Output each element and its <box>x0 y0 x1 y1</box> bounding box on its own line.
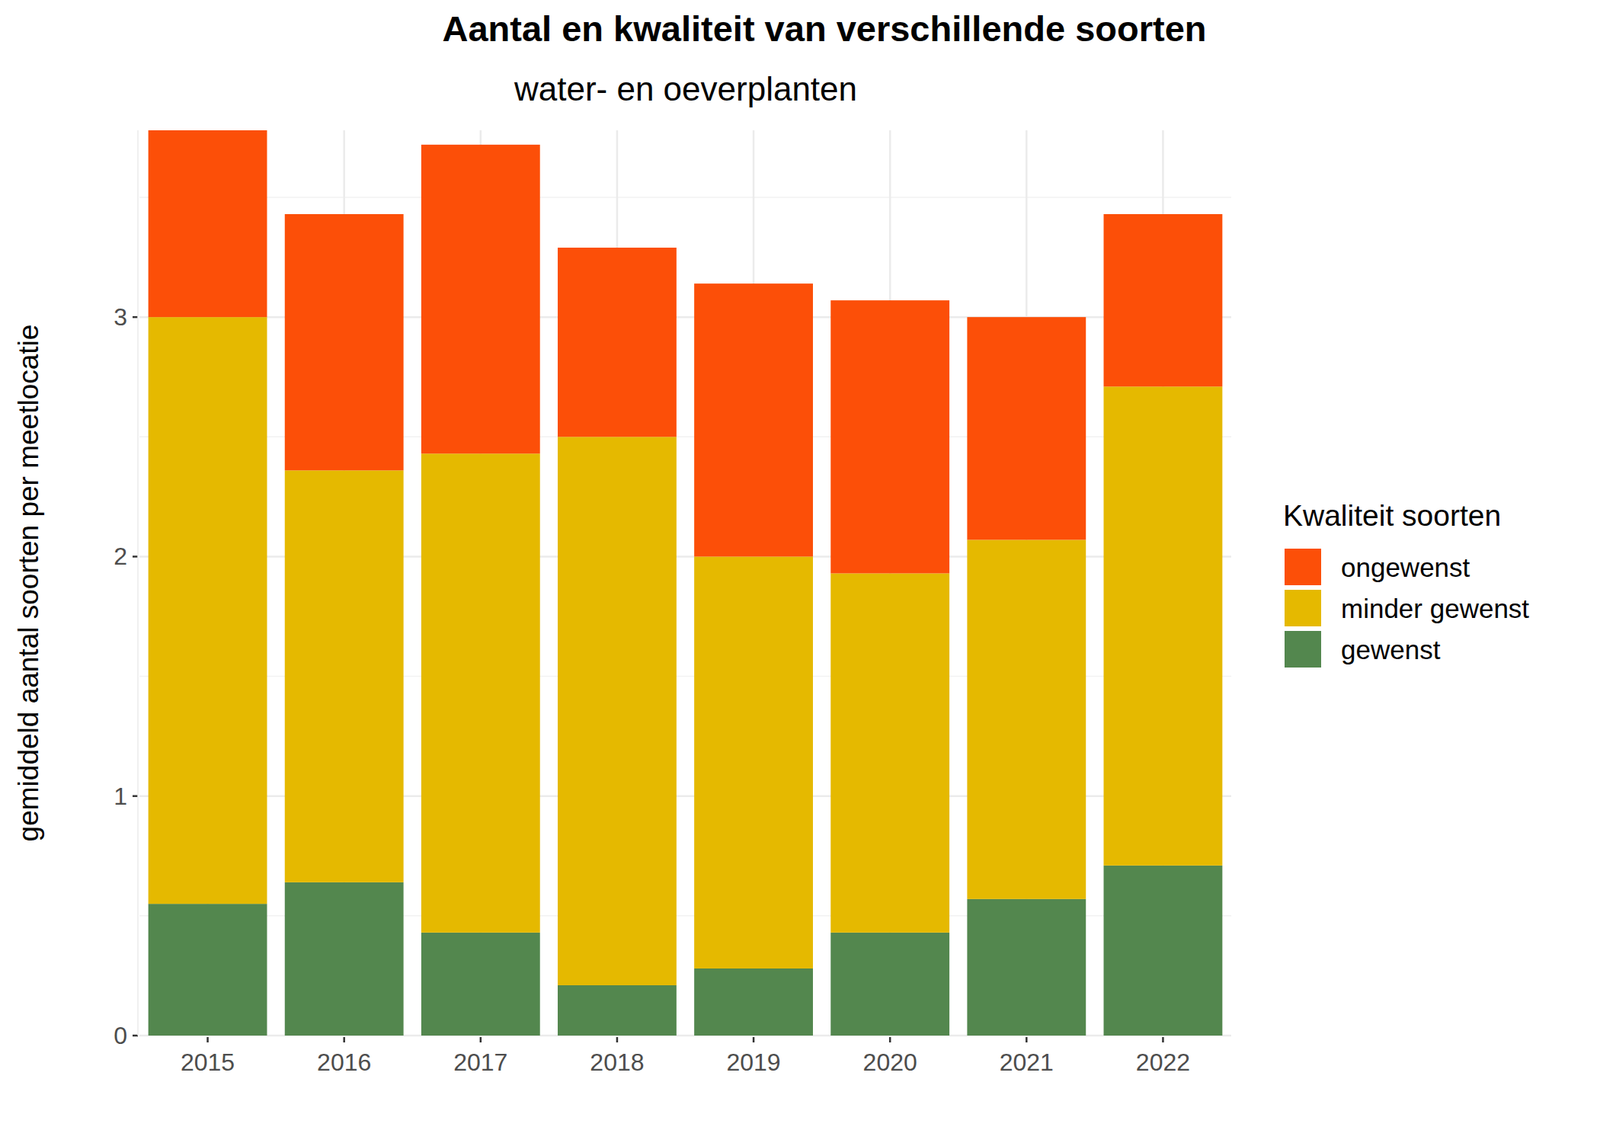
y-tick <box>132 1034 138 1037</box>
legend-title: Kwaliteit soorten <box>1283 499 1501 532</box>
x-tick <box>1025 1036 1028 1043</box>
x-tick-label: 2021 <box>999 1048 1054 1076</box>
y-axis-label: gemiddeld aantal soorten per meetlocatie <box>12 324 45 842</box>
bar-segment <box>966 899 1086 1036</box>
x-tick-label: 2018 <box>589 1048 644 1076</box>
y-tick <box>132 555 138 558</box>
x-tick-label: 2020 <box>863 1048 918 1076</box>
legend-label: minder gewenst <box>1340 593 1530 624</box>
bar-segment <box>1104 386 1223 866</box>
legend-label: gewenst <box>1340 634 1441 665</box>
bar-segment <box>966 316 1086 540</box>
x-tick-label: 2015 <box>180 1048 235 1076</box>
bar-segment <box>557 985 677 1036</box>
x-tick <box>1161 1036 1165 1043</box>
y-tick-label: 3 <box>113 303 128 331</box>
legend: Kwaliteit soorten ongewenst minder gewenst… <box>1283 499 1530 668</box>
bar-segment <box>148 130 268 317</box>
bar-segment <box>557 436 677 986</box>
x-tick <box>616 1036 619 1043</box>
x-tick <box>206 1036 209 1043</box>
bar-segment <box>148 316 268 904</box>
y-tick <box>132 794 138 797</box>
bar-segment <box>830 932 950 1036</box>
minor-grid-line <box>139 196 1232 199</box>
chart: 0 1 2 3 2015 2016 2017 2018 2019 2020 2021 2022 Aant… <box>0 0 1600 1143</box>
x-tick-label: 2022 <box>1136 1048 1191 1076</box>
bar-segment <box>694 556 813 969</box>
axes: 0 1 2 3 2015 2016 2017 2018 2019 2020 2021 2022 <box>113 130 1191 1076</box>
y-tick-label: 1 <box>113 782 128 810</box>
legend-key <box>1284 548 1322 586</box>
bars <box>148 130 1223 1036</box>
bar-segment <box>148 903 268 1036</box>
bar-segment <box>830 300 950 573</box>
legend-key <box>1284 630 1322 668</box>
bar-segment <box>421 932 541 1036</box>
bar-segment <box>830 572 950 932</box>
bar-segment <box>421 144 541 454</box>
bar-segment <box>421 453 541 933</box>
bar-segment <box>1104 214 1223 387</box>
x-tick <box>889 1036 892 1043</box>
bar-segment <box>284 470 404 883</box>
x-tick <box>752 1036 756 1043</box>
bar-segment <box>557 247 677 437</box>
bar-segment <box>694 968 813 1036</box>
bar-segment <box>694 283 813 557</box>
bar-segment <box>1104 865 1223 1036</box>
legend-label: ongewenst <box>1340 552 1471 583</box>
subtitle: water- en oeverplanten <box>513 70 858 108</box>
x-tick <box>342 1036 346 1043</box>
bar-segment <box>284 214 404 471</box>
title: Aantal en kwaliteit van verschillende so… <box>442 8 1207 49</box>
y-axis-line <box>137 130 139 1036</box>
y-tick-label: 0 <box>113 1021 128 1050</box>
x-tick-label: 2016 <box>316 1048 372 1076</box>
x-tick <box>480 1036 483 1043</box>
y-tick <box>132 316 138 319</box>
bar-segment <box>966 539 1086 899</box>
x-tick-label: 2019 <box>726 1048 781 1076</box>
bar-segment <box>284 882 404 1036</box>
grid <box>139 130 1232 1036</box>
x-tick-label: 2017 <box>453 1048 508 1076</box>
legend-key <box>1284 589 1322 627</box>
y-tick-label: 2 <box>113 542 128 570</box>
